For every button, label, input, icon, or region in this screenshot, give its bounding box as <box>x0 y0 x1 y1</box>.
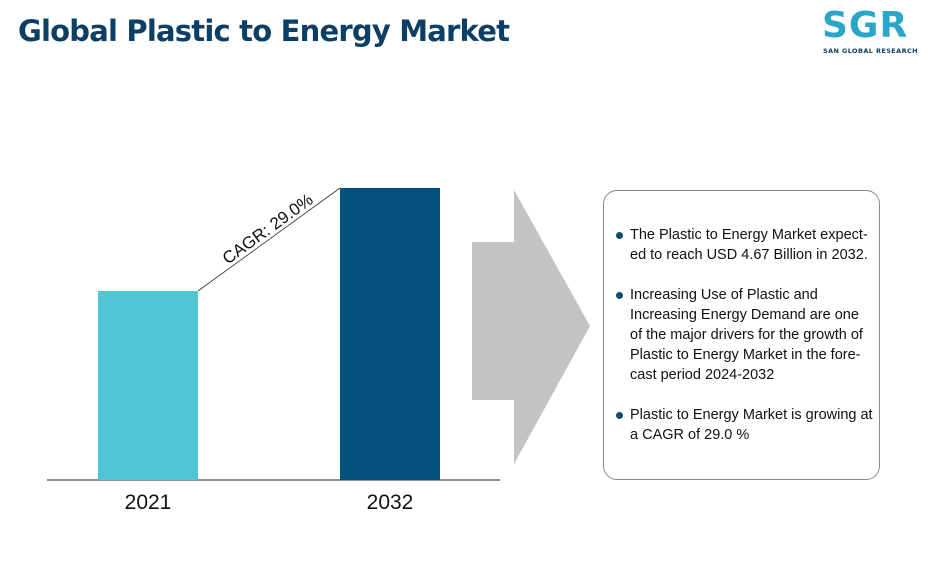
bullet-icon <box>616 292 623 299</box>
cagr-annotation: CAGR: 29.0% <box>219 190 317 268</box>
bullet-icon <box>616 232 623 239</box>
bar-chart: 2021 2032 CAGR: 29.0% <box>47 187 500 514</box>
info-list: The Plastic to Energy Market expect-ed t… <box>616 225 874 465</box>
info-item-text: Plastic to Energy Market is growing at a… <box>630 407 873 443</box>
info-item: Plastic to Energy Market is growing at a… <box>616 405 874 445</box>
sgr-logo: SGR SAN GLOBAL RESEARCH <box>818 6 922 58</box>
logo-subtitle: SAN GLOBAL RESEARCH <box>823 47 918 55</box>
info-item-text: Increasing Use of Plastic and Increasing… <box>630 287 863 383</box>
bar-2032 <box>340 188 440 480</box>
info-item: The Plastic to Energy Market expect-ed t… <box>616 225 874 265</box>
x-tick-label: 2021 <box>125 491 172 514</box>
x-tick-label: 2032 <box>367 491 414 514</box>
page-title: Global Plastic to Energy Market <box>18 14 510 48</box>
right-arrow-icon <box>472 190 590 464</box>
info-item: Increasing Use of Plastic and Increasing… <box>616 285 874 385</box>
logo-mark: SGR <box>822 5 909 46</box>
bars-layer <box>98 188 440 480</box>
cagr-connector-line <box>197 187 341 292</box>
info-item-text: The Plastic to Energy Market expect-ed t… <box>630 227 868 263</box>
bar-2021 <box>98 291 198 480</box>
info-box: The Plastic to Energy Market expect-ed t… <box>603 190 880 480</box>
bullet-icon <box>616 412 623 419</box>
